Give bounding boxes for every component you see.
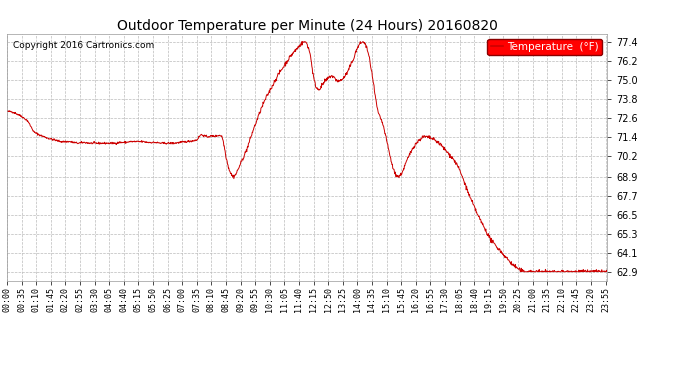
Text: Copyright 2016 Cartronics.com: Copyright 2016 Cartronics.com [13, 41, 154, 50]
Legend: Temperature  (°F): Temperature (°F) [487, 39, 602, 55]
Title: Outdoor Temperature per Minute (24 Hours) 20160820: Outdoor Temperature per Minute (24 Hours… [117, 19, 497, 33]
